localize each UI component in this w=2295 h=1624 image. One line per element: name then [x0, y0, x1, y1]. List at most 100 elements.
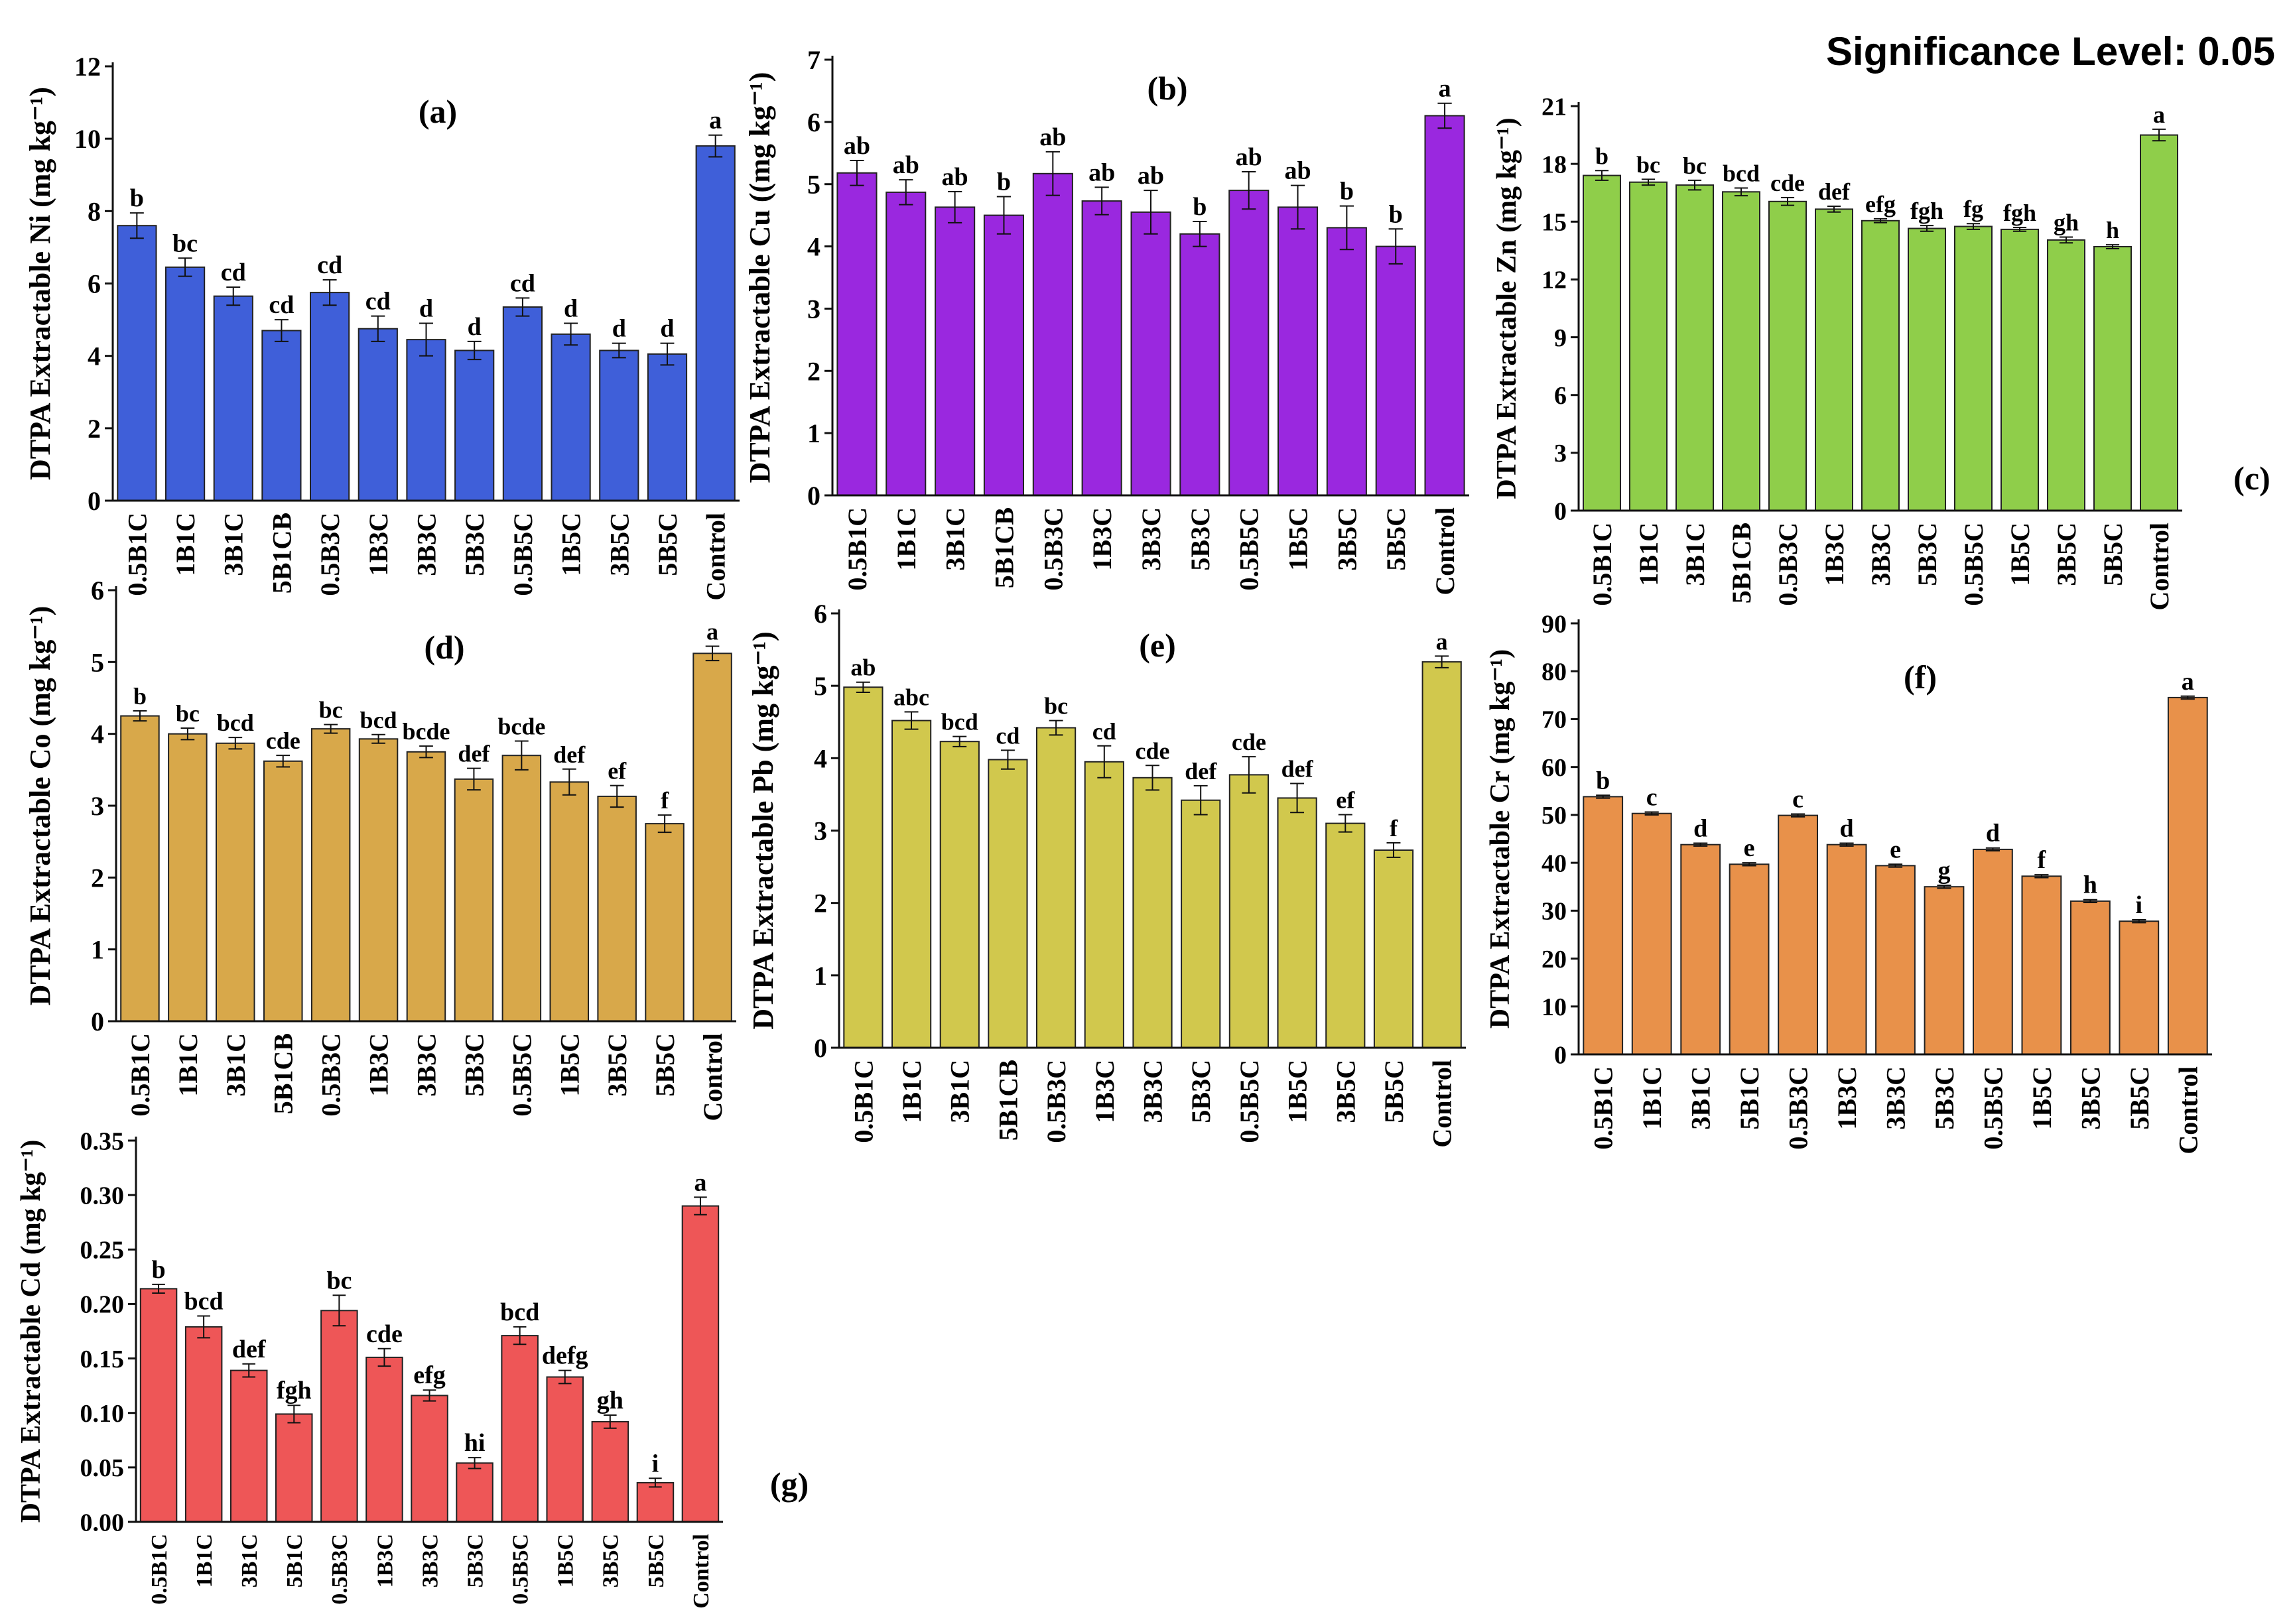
y-tick-label: 4	[807, 232, 820, 262]
bar	[454, 349, 495, 501]
panel-label: (c)	[2233, 460, 2270, 497]
significance-letter: fgh	[2003, 200, 2036, 226]
panel-label: (d)	[424, 629, 464, 666]
bar	[2070, 900, 2111, 1056]
y-tick-label: 30	[1541, 898, 1567, 926]
y-tick-label: 1	[807, 418, 820, 448]
bar	[935, 206, 976, 496]
category-label: 0.5B3C	[315, 513, 345, 596]
category-label: 5B1C	[283, 1534, 307, 1588]
y-tick-label: 0	[814, 1033, 827, 1063]
significance-letter: h	[2106, 217, 2119, 243]
y-tick-label: 7	[807, 45, 820, 75]
bar	[263, 760, 303, 1023]
category-label: Control	[701, 513, 731, 601]
significance-letter: b	[1596, 767, 1610, 794]
significance-letter: def	[1281, 756, 1314, 782]
bar	[320, 1310, 358, 1523]
category-label: 0.5B1C	[122, 513, 152, 596]
bar	[1973, 848, 2013, 1056]
significance-letter: d	[660, 315, 674, 343]
category-label: 1B5C	[1283, 1060, 1313, 1123]
y-tick-label: 50	[1541, 802, 1567, 830]
y-tick-label: 0	[1554, 497, 1567, 525]
category-label: 0.5B1C	[848, 1060, 878, 1143]
bar	[591, 1420, 629, 1523]
category-label: 0.5B5C	[508, 513, 538, 596]
bar	[636, 1481, 675, 1523]
bar	[1675, 184, 1714, 511]
category-label: 3B5C	[599, 1534, 623, 1588]
bar	[1228, 774, 1270, 1049]
bar	[310, 292, 350, 501]
bar	[1277, 797, 1317, 1049]
bar	[358, 328, 398, 501]
category-label: 1B3C	[1087, 507, 1117, 571]
significance-letter: ab	[942, 163, 968, 191]
y-tick-label: 18	[1541, 151, 1567, 178]
significance-letter: bcd	[1723, 160, 1760, 187]
bar	[939, 741, 980, 1048]
y-tick-label: 3	[1554, 440, 1567, 468]
y-tick-label: 40	[1541, 849, 1567, 877]
y-tick-label: 5	[91, 647, 104, 677]
category-label: 0.5B3C	[1038, 507, 1068, 591]
category-label: 1B1C	[897, 1060, 927, 1123]
significance-letter: a	[1439, 75, 1451, 103]
bar	[501, 755, 542, 1022]
category-label: 1B3C	[1832, 1066, 1862, 1130]
significance-letter: b	[1193, 193, 1207, 221]
y-tick-label: 5	[814, 671, 827, 701]
bar	[1424, 115, 1465, 496]
bar	[216, 742, 255, 1023]
bar	[2047, 239, 2085, 511]
category-label: 3B5C	[602, 1033, 632, 1097]
significance-letter: hi	[464, 1429, 486, 1457]
bar	[310, 728, 351, 1022]
chart-panel-a: b 0.5B1C bc 1B1C cd 3B1C cd 5B1CB cd 0.5B3C cd 1B3C…	[24, 52, 740, 601]
bar	[502, 306, 543, 501]
y-axis-title: DTPA Extractable Ni (mg kg⁻¹)	[24, 87, 56, 480]
bar	[165, 266, 206, 501]
significance-letter: i	[652, 1450, 659, 1477]
significance-letter: bc	[176, 700, 200, 727]
bar	[275, 1413, 313, 1523]
significance-letter: b	[130, 184, 144, 212]
significance-letter: efg	[413, 1361, 446, 1389]
bar	[184, 1326, 223, 1523]
chart-panel-d: b 0.5B1C bc 1B1C bcd 3B1C cde 5B1CB bc 0.5B3C bcd 1…	[24, 576, 736, 1121]
category-label: 5B5C	[2098, 523, 2128, 586]
significance-level-title: Significance Level: 0.05	[1826, 29, 2275, 74]
significance-letter: bc	[172, 229, 198, 257]
category-label: 1B3C	[1090, 1060, 1120, 1123]
bar	[1179, 233, 1220, 496]
category-label: 0.5B1C	[125, 1033, 155, 1117]
bar	[1680, 843, 1721, 1055]
y-tick-label: 21	[1541, 93, 1567, 121]
category-label: 0.5B5C	[1978, 1066, 2008, 1150]
category-label: 0.5B1C	[147, 1534, 172, 1605]
y-axis-title: DTPA Extractable Pb (mg kg⁻¹)	[747, 631, 779, 1029]
bar	[983, 214, 1025, 496]
significance-letter: b	[151, 1256, 165, 1284]
y-tick-label: 10	[74, 124, 101, 154]
bar	[2021, 875, 2062, 1056]
category-label: 0.5B1C	[1589, 1066, 1618, 1150]
bar	[645, 823, 685, 1022]
significance-letter: ef	[1336, 787, 1355, 814]
y-tick-label: 6	[814, 599, 827, 629]
panel-label: (e)	[1139, 627, 1176, 664]
category-label: Control	[689, 1534, 714, 1609]
category-label: 0.5B3C	[1773, 523, 1803, 606]
bar	[1826, 843, 1867, 1055]
significance-letter: def	[1818, 178, 1851, 205]
bar	[1130, 211, 1171, 496]
bar	[1375, 245, 1416, 496]
bar	[695, 145, 736, 502]
bar	[411, 1395, 448, 1523]
category-label: 1B5C	[2027, 1066, 2057, 1130]
bar	[599, 349, 639, 501]
category-label: 1B3C	[1819, 523, 1849, 586]
y-tick-label: 80	[1541, 658, 1567, 686]
